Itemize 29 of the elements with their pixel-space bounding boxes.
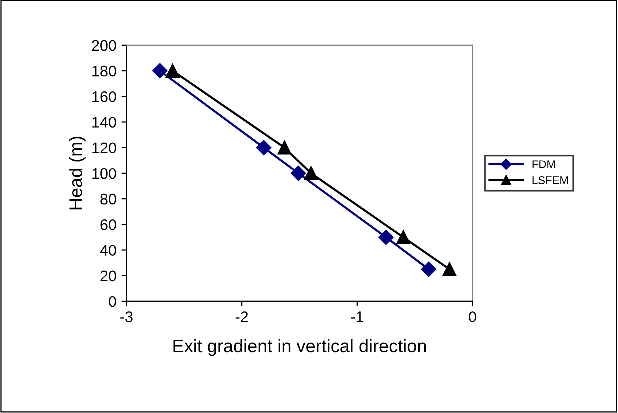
point (291, 166, 306, 182)
y-tick-label: 120 (92, 142, 116, 154)
legend-label: LSFEM (532, 176, 568, 184)
point (442, 262, 457, 276)
legend-label: FDM (532, 160, 556, 168)
point (396, 230, 410, 244)
y-tick-label: 0 (109, 296, 116, 308)
x-tick-label: -1 (351, 312, 364, 322)
y-tick-label: 140 (92, 117, 116, 128)
y-tick-label: 200 (92, 40, 116, 52)
x-tick-label: -2 (236, 312, 248, 322)
y-tick-label: 180 (92, 66, 116, 77)
point (256, 140, 272, 156)
y-tick-label: 100 (92, 168, 116, 180)
point (378, 230, 394, 246)
y-tick-label: 40 (100, 245, 116, 256)
y-tick-label: 160 (92, 92, 116, 102)
x-tick-label: 0 (469, 312, 476, 322)
point (152, 63, 168, 79)
point (421, 262, 437, 278)
point (278, 140, 292, 155)
y-axis-title: Head (m) (69, 136, 86, 210)
y-tick-label: 60 (100, 220, 116, 230)
point (166, 64, 180, 78)
x-axis-title: Exit gradient in vertical direction (174, 339, 426, 356)
y-tick-label: 80 (100, 194, 116, 205)
x-tick-label: -3 (120, 312, 133, 322)
y-tick-label: 20 (100, 270, 116, 282)
point (304, 166, 318, 180)
